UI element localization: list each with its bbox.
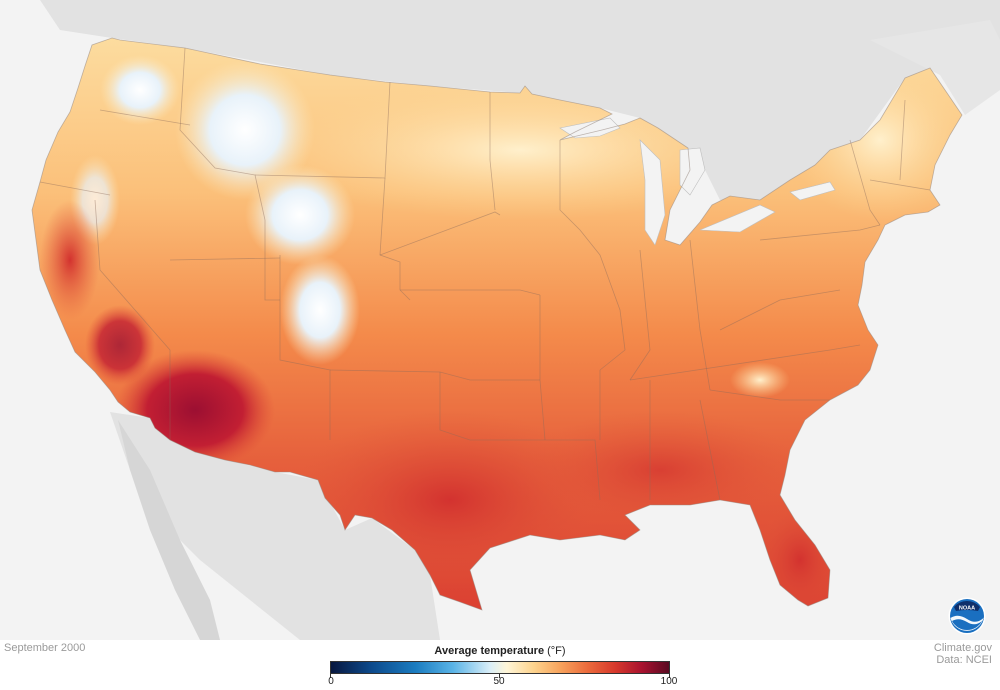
surrounding-land [40, 0, 1000, 640]
state-boundaries [39, 47, 931, 501]
temperature-map [31, 0, 1000, 640]
legend-tick-0 [330, 674, 331, 678]
credit-data: Data: NCEI [936, 654, 992, 666]
credit-site[interactable]: Climate.gov [933, 642, 992, 654]
legend-tick-label-100: 100 [660, 676, 678, 687]
legend-tick-label-0: 0 [328, 676, 334, 687]
map-area: NOAA [0, 0, 1000, 640]
legend-title: Average temperature (°F) [330, 645, 670, 657]
legend-unit: (°F) [547, 645, 566, 657]
legend-title-text: Average temperature [434, 645, 545, 657]
legend-colorbar [330, 661, 670, 674]
noaa-logo-text: NOAA [959, 606, 975, 612]
legend-tick-label-50: 50 [493, 676, 505, 687]
legend-tick-50 [499, 674, 500, 678]
great-lakes [559, 117, 836, 246]
noaa-logo: NOAA [948, 597, 986, 635]
legend-tick-100 [669, 674, 670, 678]
footer: September 2000 Average temperature (°F) … [0, 640, 1000, 690]
date-label: September 2000 [4, 642, 86, 654]
